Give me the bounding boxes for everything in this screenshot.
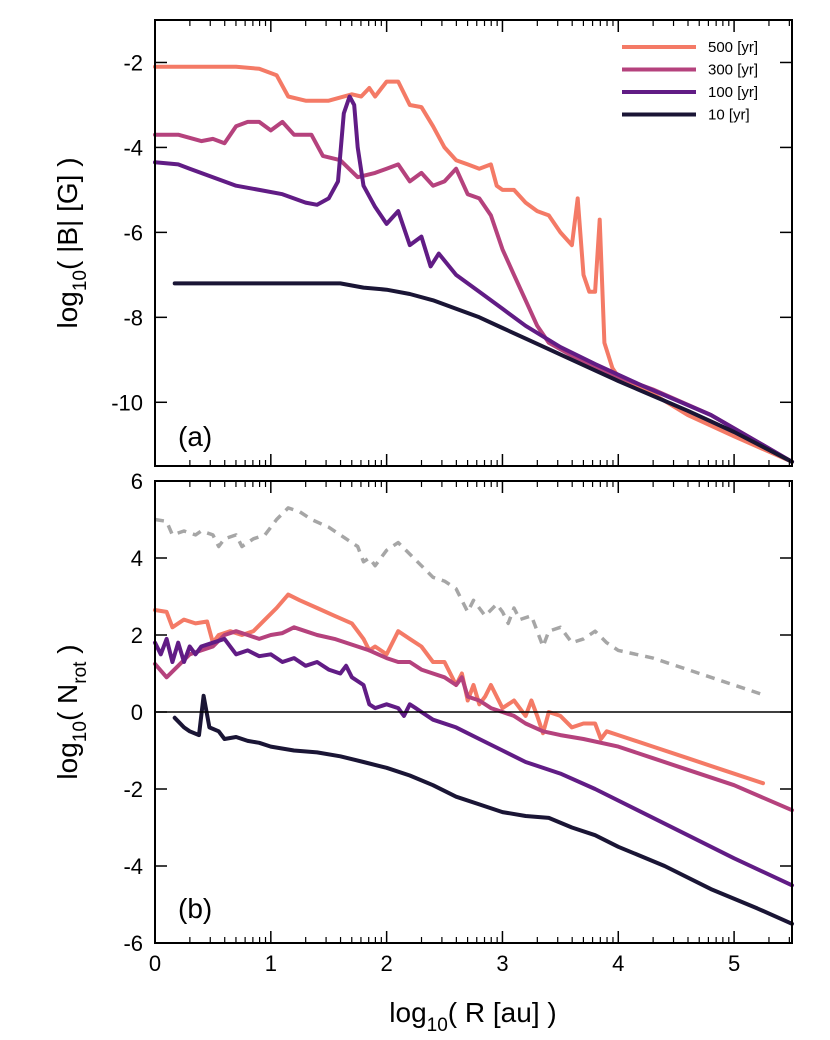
panel-b-y-tick-label: 6 xyxy=(131,469,143,494)
panel-a-series-line-3 xyxy=(172,281,794,464)
panel-b-x-tick-label: 5 xyxy=(728,951,740,976)
panel-b-rotation-number: 0 1 2 3 4 5 6 4 2 0 -2 -4 -6 (b) log10( Nrot ) log10… xyxy=(52,469,794,1036)
panel-b-x-tick-label: 2 xyxy=(381,951,393,976)
panel-a-y-tick-label: -6 xyxy=(123,220,143,245)
panel-b-x-tick-label: 3 xyxy=(496,951,508,976)
panel-b-y-axis-label: log10( Nrot ) xyxy=(52,644,91,779)
panel-a-label: (a) xyxy=(178,421,212,452)
panel-a-series-line-2 xyxy=(153,94,794,464)
panel-b-series-line-2 xyxy=(153,625,794,813)
panel-a-y-tick-label: -4 xyxy=(123,135,143,160)
panel-b-ticks: 0 1 2 3 4 5 6 4 2 0 -2 -4 -6 xyxy=(123,469,792,976)
panel-b-x-tick-label: 0 xyxy=(149,951,161,976)
panel-b-x-tick-label: 1 xyxy=(265,951,277,976)
legend-label-0: 500 [yr] xyxy=(708,39,758,56)
panel-a-y-tick-label: -2 xyxy=(123,50,143,75)
panel-a-series-line-0 xyxy=(153,64,794,464)
panel-a-series-line-1 xyxy=(153,119,794,464)
panel-a-y-axis-label: log10( |B| [G] ) xyxy=(52,157,91,328)
panel-a-frame xyxy=(154,19,793,467)
legend-label-2: 100 [yr] xyxy=(708,84,758,101)
panel-b-x-tick-label: 4 xyxy=(612,951,624,976)
x-axis-label: log10( R [au] ) xyxy=(389,997,556,1036)
legend-label-1: 300 [yr] xyxy=(708,62,758,79)
panel-b-y-tick-label: 4 xyxy=(131,546,143,571)
panel-b-y-tick-label: -2 xyxy=(123,777,143,802)
panel-a-y-tick-label: -8 xyxy=(123,305,143,330)
panel-b-y-tick-label: 2 xyxy=(131,623,143,648)
panel-b-series-line-0 xyxy=(154,506,764,697)
legend-label-3: 10 [yr] xyxy=(708,107,750,124)
panel-a-series-layer xyxy=(153,64,794,464)
panel-b-y-tick-label: 0 xyxy=(131,700,143,725)
panel-a-ticks: -2 -4 -6 -8 -10 xyxy=(111,20,792,466)
legend: 500 [yr] 300 [yr] 100 [yr] 10 [yr] xyxy=(622,39,758,124)
panel-b-series-line-1 xyxy=(153,592,765,786)
panel-b-y-tick-label: -6 xyxy=(123,931,143,956)
panel-a-y-tick-label: -10 xyxy=(111,390,143,415)
panel-b-series-line-3 xyxy=(153,636,794,888)
panel-b-label: (b) xyxy=(178,893,212,924)
panel-b-series-line-4 xyxy=(172,693,794,926)
panel-a-magnetic-field: -2 -4 -6 -8 -10 (a) log10( |B| [G] ) 500 [yr… xyxy=(52,19,794,467)
panel-b-y-tick-label: -4 xyxy=(123,854,143,879)
panel-b-series-layer xyxy=(153,506,794,926)
